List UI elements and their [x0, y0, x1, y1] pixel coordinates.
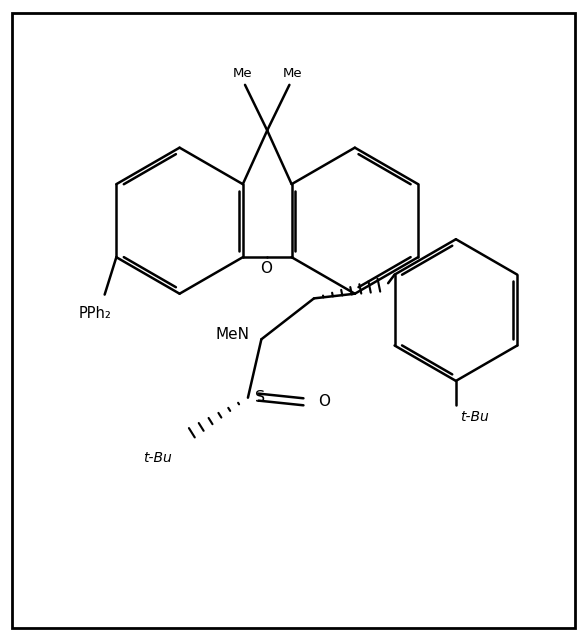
Text: t-Bu: t-Bu [143, 451, 172, 465]
Text: O: O [318, 394, 330, 409]
Text: S: S [255, 390, 265, 405]
Text: t-Bu: t-Bu [461, 410, 490, 424]
Text: O: O [260, 260, 272, 276]
Text: Me: Me [232, 67, 252, 80]
Text: MeN: MeN [215, 327, 249, 342]
Text: Me: Me [282, 67, 302, 80]
Text: PPh₂: PPh₂ [79, 307, 112, 321]
